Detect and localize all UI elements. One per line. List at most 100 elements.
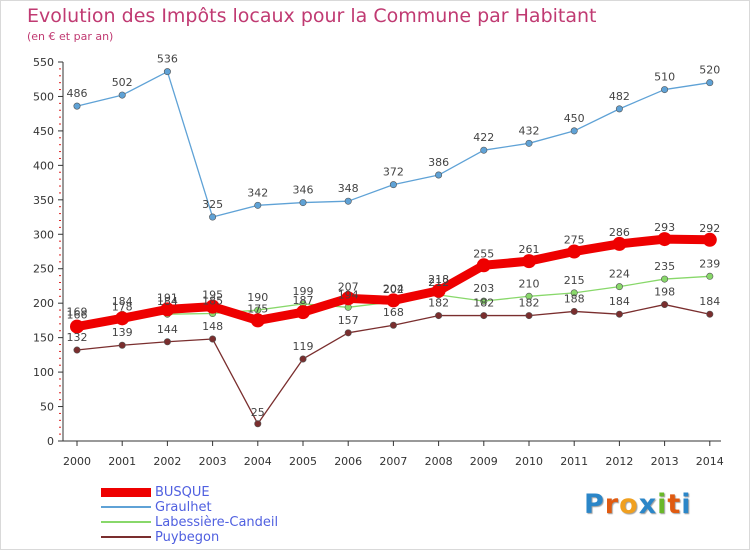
- data-label-busque: 178: [112, 300, 133, 313]
- data-point-busque: [657, 232, 672, 247]
- legend-label-graulhet: Graulhet: [155, 500, 212, 515]
- data-label-graulhet: 482: [609, 90, 630, 103]
- data-point-puybegon: [344, 329, 352, 337]
- data-point-busque: [341, 291, 356, 306]
- logo-letter: i: [681, 489, 692, 520]
- data-point-puybegon: [661, 301, 669, 309]
- x-tick-label: 2002: [153, 455, 181, 468]
- y-tick-label: 350: [33, 194, 54, 207]
- logo-letter: t: [667, 489, 682, 520]
- data-label-puybegon: 184: [609, 295, 630, 308]
- data-point-puybegon: [615, 310, 623, 318]
- data-point-graulhet: [480, 146, 488, 154]
- data-point-busque: [567, 244, 582, 259]
- data-point-busque: [476, 258, 491, 273]
- legend-swatch-puybegon: [101, 536, 151, 538]
- data-label-labessi-re-candeil: 169: [67, 306, 88, 319]
- data-label-puybegon: 182: [519, 297, 540, 310]
- data-label-graulhet: 422: [473, 131, 494, 144]
- data-point-labessi-re-candeil: [615, 283, 623, 291]
- data-point-graulhet: [661, 86, 669, 94]
- x-tick-label: 2004: [244, 455, 272, 468]
- data-point-graulhet: [389, 181, 397, 189]
- y-tick-label: 500: [33, 90, 54, 103]
- x-tick-label: 2011: [560, 455, 588, 468]
- data-label-graulhet: 510: [654, 71, 675, 84]
- data-label-busque: 286: [609, 226, 630, 239]
- data-label-puybegon: 182: [473, 297, 494, 310]
- data-label-puybegon: 132: [67, 331, 88, 344]
- data-point-busque: [70, 319, 84, 334]
- legend-swatch-busque: [101, 488, 151, 497]
- data-label-graulhet: 520: [699, 64, 720, 77]
- logo-letter: o: [619, 489, 639, 520]
- data-point-busque: [205, 299, 220, 314]
- x-tick-label: 2007: [379, 455, 407, 468]
- data-label-graulhet: 486: [67, 87, 88, 100]
- legend-label-busque: BUSQUE: [155, 485, 210, 500]
- x-tick-label: 2013: [651, 455, 679, 468]
- data-point-graulhet: [570, 127, 578, 135]
- x-tick-label: 2000: [63, 455, 91, 468]
- data-label-busque: 275: [564, 234, 585, 247]
- data-label-labessi-re-candeil: 184: [112, 295, 133, 308]
- data-point-graulhet: [706, 79, 714, 87]
- y-tick-label: 100: [33, 366, 54, 379]
- data-point-graulhet: [163, 68, 171, 76]
- data-label-busque: 293: [654, 221, 675, 234]
- data-point-puybegon: [389, 321, 397, 329]
- data-label-labessi-re-candeil: 203: [473, 282, 494, 295]
- data-label-labessi-re-candeil: 199: [293, 285, 314, 298]
- data-label-busque: 261: [519, 243, 540, 256]
- legend-label-puybegon: Puybegon: [155, 530, 220, 545]
- data-point-busque: [115, 311, 130, 326]
- data-label-labessi-re-candeil: 215: [564, 274, 585, 287]
- y-tick-label: 450: [33, 125, 54, 138]
- data-point-puybegon: [525, 312, 533, 320]
- data-point-puybegon: [73, 346, 81, 354]
- data-label-labessi-re-candeil: 202: [383, 283, 404, 296]
- data-label-graulhet: 450: [564, 112, 585, 125]
- x-tick-label: 2001: [108, 455, 136, 468]
- logo-letter: x: [638, 489, 658, 520]
- data-point-labessi-re-candeil: [480, 297, 488, 305]
- data-point-puybegon: [570, 307, 578, 315]
- data-point-busque: [160, 302, 175, 317]
- data-label-puybegon: 182: [428, 297, 449, 310]
- chart-title: Evolution des Impôts locaux pour la Comm…: [27, 5, 597, 27]
- y-tick-label: 250: [33, 263, 54, 276]
- data-point-puybegon: [118, 341, 126, 349]
- data-point-puybegon: [480, 312, 488, 320]
- data-point-graulhet: [299, 199, 307, 207]
- data-label-busque: 191: [157, 291, 178, 304]
- data-label-graulhet: 342: [247, 186, 268, 199]
- data-label-puybegon: 25: [251, 406, 265, 419]
- data-label-graulhet: 348: [338, 182, 359, 195]
- y-tick-label: 550: [33, 56, 54, 69]
- data-point-labessi-re-candeil: [254, 306, 262, 314]
- data-point-puybegon: [163, 338, 171, 346]
- x-tick-label: 2012: [605, 455, 633, 468]
- data-point-puybegon: [435, 312, 443, 320]
- y-tick-label: 200: [33, 297, 54, 310]
- data-label-busque: 166: [67, 309, 88, 322]
- y-tick-label: 50: [40, 401, 54, 414]
- data-point-graulhet: [615, 105, 623, 113]
- data-label-puybegon: 139: [112, 326, 133, 339]
- logo-letter: r: [604, 489, 620, 520]
- data-point-labessi-re-candeil: [525, 292, 533, 300]
- x-tick-label: 2010: [515, 455, 543, 468]
- data-label-busque: 292: [699, 222, 720, 235]
- data-label-puybegon: 119: [293, 340, 314, 353]
- data-label-graulhet: 372: [383, 166, 404, 179]
- data-label-busque: 195: [202, 289, 223, 302]
- x-tick-label: 2005: [289, 455, 317, 468]
- data-point-busque: [431, 283, 446, 298]
- data-label-busque: 218: [428, 273, 449, 286]
- legend-swatch-graulhet: [101, 506, 151, 508]
- data-label-graulhet: 386: [428, 156, 449, 169]
- x-tick-label: 2014: [696, 455, 724, 468]
- data-label-busque: 187: [293, 294, 314, 307]
